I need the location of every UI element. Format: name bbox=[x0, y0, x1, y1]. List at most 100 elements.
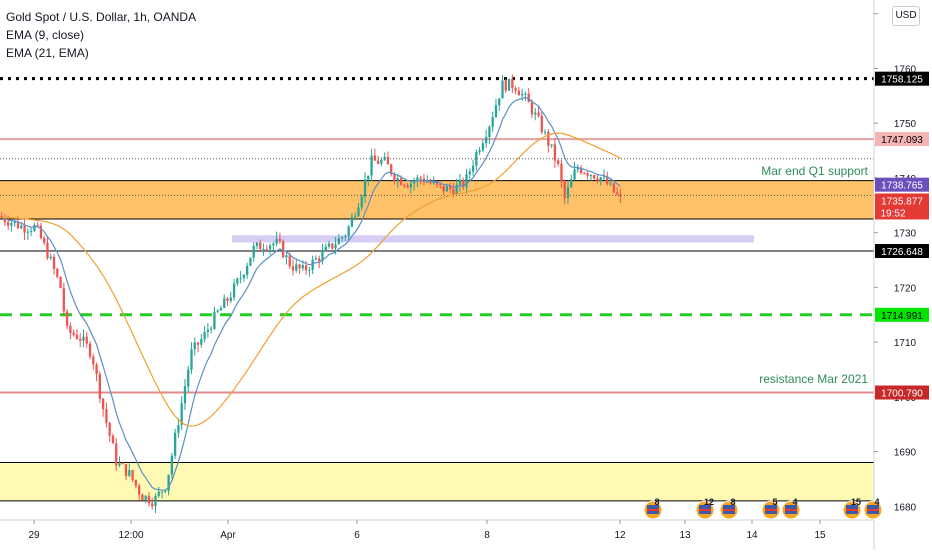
candle-body bbox=[242, 274, 246, 278]
event-count-label: 15 bbox=[851, 497, 861, 507]
candle-body bbox=[579, 167, 583, 174]
y-tick-label-1750: 1750 bbox=[894, 119, 917, 130]
candle-body bbox=[406, 185, 409, 188]
ema21-indicator-label[interactable]: EMA (21, EMA) bbox=[6, 46, 89, 60]
candle-body bbox=[288, 255, 291, 267]
candle-body bbox=[311, 259, 314, 271]
candle-body bbox=[331, 243, 334, 249]
candle-body bbox=[255, 242, 259, 246]
candle-body bbox=[232, 283, 236, 298]
candle-body bbox=[301, 265, 304, 269]
candle-body bbox=[265, 249, 268, 251]
candle-body bbox=[128, 470, 131, 476]
candle-body bbox=[514, 88, 517, 91]
event-count-label: 5 bbox=[772, 497, 777, 507]
candle-body bbox=[363, 179, 367, 197]
candle-body bbox=[534, 112, 537, 115]
candle-body bbox=[226, 298, 229, 301]
candle-body bbox=[3, 217, 7, 223]
candle-body bbox=[462, 179, 465, 188]
candle-body bbox=[69, 325, 72, 333]
candle-body bbox=[59, 276, 62, 288]
currency-button[interactable]: USD bbox=[892, 6, 920, 26]
candle-body bbox=[115, 443, 118, 466]
candle-body bbox=[29, 230, 33, 232]
candle-body bbox=[507, 78, 511, 91]
candle-body bbox=[95, 364, 98, 374]
event-flag-5: 15 bbox=[842, 497, 862, 520]
candle-body bbox=[481, 143, 485, 151]
candle-body bbox=[452, 188, 455, 195]
candle-body bbox=[360, 196, 363, 208]
candle-body bbox=[367, 175, 370, 180]
y-tick-label-1690: 1690 bbox=[894, 448, 917, 459]
candle-body bbox=[465, 174, 468, 188]
candle-body bbox=[295, 264, 298, 271]
candle-body bbox=[403, 184, 406, 186]
candle-body bbox=[170, 455, 174, 475]
candle-body bbox=[43, 238, 46, 243]
annotation-label-1: resistance Mar 2021 bbox=[759, 372, 868, 386]
candle-body bbox=[203, 331, 206, 339]
candle-body bbox=[334, 244, 337, 249]
candle-body bbox=[511, 78, 514, 89]
candle-body bbox=[239, 277, 242, 279]
candle-body bbox=[56, 268, 59, 277]
candle-body bbox=[521, 94, 524, 96]
event-count-label: 8 bbox=[654, 497, 659, 507]
candle-body bbox=[412, 181, 416, 184]
candle-body bbox=[488, 126, 491, 138]
us-flag-stripe bbox=[723, 509, 735, 511]
symbol-title[interactable]: Gold Spot / U.S. Dollar, 1h, OANDA bbox=[6, 10, 197, 24]
x-tick-label-8: 15 bbox=[814, 530, 826, 541]
candle-body bbox=[393, 174, 396, 181]
event-count-label: 8 bbox=[730, 497, 735, 507]
candle-body bbox=[445, 186, 449, 192]
candle-body bbox=[566, 187, 570, 199]
level-tag-0-text: 1758.125 bbox=[881, 75, 923, 86]
candle-body bbox=[458, 179, 462, 185]
price-tag-1-bg bbox=[875, 193, 929, 220]
candle-body bbox=[478, 150, 481, 153]
candle-body bbox=[586, 173, 589, 176]
ema9-indicator-label[interactable]: EMA (9, close) bbox=[6, 28, 85, 42]
x-tick-label-3: 6 bbox=[354, 530, 360, 541]
x-tick-label-4: 8 bbox=[484, 530, 490, 541]
candle-body bbox=[373, 155, 376, 161]
event-count-label: 4 bbox=[874, 497, 879, 507]
candle-body bbox=[550, 144, 553, 146]
price-tag-1-text: 1735.877 bbox=[881, 196, 923, 207]
candle-body bbox=[390, 164, 393, 175]
candle-body bbox=[298, 264, 301, 269]
event-flag-4: 4 bbox=[781, 497, 801, 520]
level-tag-0-bg bbox=[875, 71, 929, 86]
level-tag-4-text: 1700.790 bbox=[881, 389, 923, 400]
candle-body bbox=[272, 243, 275, 246]
candle-body bbox=[101, 398, 105, 410]
us-flag-stripe bbox=[846, 509, 858, 511]
candle-body bbox=[327, 243, 331, 247]
candle-body bbox=[62, 287, 65, 312]
candle-body bbox=[0, 216, 3, 218]
us-flag-stripe bbox=[699, 509, 711, 511]
candle-body bbox=[337, 238, 340, 245]
countdown-label: 19:52 bbox=[880, 208, 905, 219]
candle-body bbox=[308, 270, 311, 272]
candle-body bbox=[416, 177, 419, 182]
level-tag-2-bg bbox=[875, 243, 929, 258]
candle-body bbox=[448, 186, 452, 189]
level-tag-1-bg bbox=[875, 132, 929, 147]
candle-body bbox=[219, 307, 223, 311]
candle-body bbox=[439, 184, 442, 186]
event-count-label: 4 bbox=[792, 497, 797, 507]
candle-body bbox=[196, 342, 200, 345]
candle-body bbox=[121, 463, 124, 465]
candle-body bbox=[442, 185, 445, 192]
candle-body bbox=[354, 216, 357, 218]
event-flag-1: 12 bbox=[695, 497, 715, 520]
candle-body bbox=[602, 176, 606, 178]
candle-body bbox=[583, 173, 586, 175]
us-flag-stripe bbox=[867, 509, 879, 511]
